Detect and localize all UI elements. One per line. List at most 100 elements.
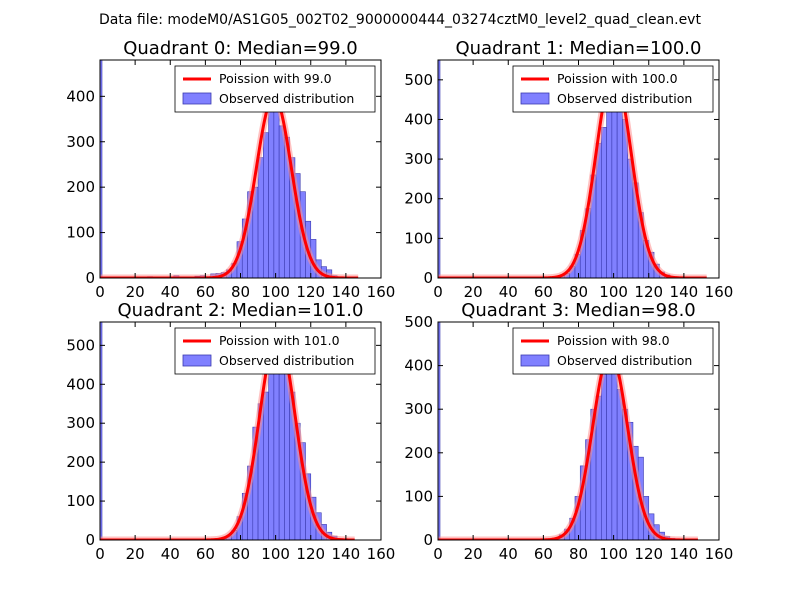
legend-bar-swatch (182, 354, 212, 367)
y-tick-label: 300 (404, 400, 433, 418)
x-tick-label: 20 (126, 545, 145, 563)
x-tick-label: 160 (367, 283, 396, 301)
legend: Poission with 98.0 Observed distribution (512, 327, 714, 375)
x-tick-label: 0 (95, 545, 105, 563)
x-tick-label: 20 (126, 283, 145, 301)
fit-line-halo (438, 349, 701, 540)
legend: Poission with 99.0 Observed distribution (174, 65, 376, 113)
histogram-bar (606, 91, 613, 278)
legend-bar-swatch (520, 92, 550, 105)
panel-quadrant-0: Quadrant 0: Median=99.0 0 20 40 60 80 100 120 14… (66, 38, 395, 301)
legend: Poission with 100.0 Observed distribution (512, 65, 714, 113)
y-tick-label: 0 (423, 269, 433, 287)
legend-line-label: Poission with 100.0 (557, 71, 678, 86)
histogram-bar (268, 364, 275, 540)
y-tick-label: 400 (404, 357, 433, 375)
panel-title: Quadrant 1: Median=100.0 (456, 38, 702, 59)
legend-bar-label: Observed distribution (557, 353, 692, 368)
plot-area (100, 60, 361, 278)
y-tick-label: 400 (66, 87, 95, 105)
plot-area (438, 322, 701, 540)
x-tick-label: 140 (670, 283, 699, 301)
y-tick-label: 0 (423, 531, 433, 549)
legend: Poission with 101.0 Observed distribution (174, 327, 376, 375)
x-tick-label: 120 (634, 283, 663, 301)
x-tick-label: 40 (161, 283, 180, 301)
x-tick-label: 80 (231, 283, 250, 301)
y-tick-label: 400 (66, 375, 95, 393)
x-tick-label: 40 (499, 283, 518, 301)
panel-title: Quadrant 0: Median=99.0 (123, 38, 358, 59)
x-tick-label: 120 (296, 283, 325, 301)
legend-line-label: Poission with 98.0 (557, 333, 670, 348)
y-tick-label: 300 (66, 414, 95, 432)
x-tick-label: 100 (261, 545, 290, 563)
y-tick-label: 300 (404, 150, 433, 168)
legend-bar-label: Observed distribution (557, 91, 692, 106)
histogram-bar (611, 360, 618, 540)
x-tick-label: 160 (705, 283, 734, 301)
fit-line (438, 70, 708, 278)
x-tick-label: 0 (95, 283, 105, 301)
histogram-bar (263, 132, 269, 278)
x-tick-label: 80 (231, 545, 250, 563)
x-tick-label: 40 (161, 545, 180, 563)
panel-quadrant-3: Quadrant 3: Median=98.0 0 20 40 60 80 100 120 14… (404, 300, 733, 563)
x-tick-label: 80 (569, 283, 588, 301)
histogram-bar (278, 125, 285, 278)
x-tick-label: 160 (705, 545, 734, 563)
x-tick-label: 140 (670, 545, 699, 563)
histogram-bar (263, 391, 269, 540)
y-tick-label: 400 (404, 110, 433, 128)
y-tick-label: 100 (66, 492, 95, 510)
x-tick-label: 0 (433, 283, 443, 301)
y-tick-label: 200 (404, 444, 433, 462)
histogram-bar (438, 322, 441, 540)
x-tick-label: 0 (433, 545, 443, 563)
x-tick-label: 40 (499, 545, 518, 563)
histogram-bar (100, 60, 103, 278)
y-tick-label: 200 (404, 190, 433, 208)
x-tick-label: 100 (599, 545, 628, 563)
y-tick-label: 500 (66, 336, 95, 354)
panel-quadrant-1: Quadrant 1: Median=100.0 0 20 40 60 80 100 120 1… (404, 38, 733, 301)
legend-line-label: Poission with 101.0 (219, 333, 340, 348)
figure-title: Data file: modeM0/AS1G05_002T02_90000004… (99, 12, 701, 28)
y-tick-label: 300 (66, 133, 95, 151)
legend-line-label: Poission with 99.0 (219, 71, 332, 86)
y-tick-label: 0 (85, 531, 95, 549)
y-tick-label: 0 (85, 269, 95, 287)
panel-title: Quadrant 2: Median=101.0 (118, 300, 364, 321)
plot-area (438, 60, 710, 278)
y-tick-label: 100 (404, 487, 433, 505)
x-tick-label: 100 (599, 283, 628, 301)
x-tick-label: 20 (464, 283, 483, 301)
x-tick-label: 60 (534, 545, 553, 563)
histogram-bar (100, 322, 103, 540)
histogram-bar (616, 91, 623, 278)
legend-bar-label: Observed distribution (219, 91, 354, 106)
y-tick-label: 100 (404, 229, 433, 247)
fit-line-halo (100, 92, 361, 278)
plot-area (100, 322, 358, 540)
legend-bar-label: Observed distribution (219, 353, 354, 368)
x-tick-label: 100 (261, 283, 290, 301)
y-tick-label: 500 (404, 313, 433, 331)
histogram-bar (601, 127, 607, 278)
x-tick-label: 120 (634, 545, 663, 563)
x-tick-label: 20 (464, 545, 483, 563)
x-tick-label: 60 (196, 545, 215, 563)
x-tick-label: 140 (332, 545, 361, 563)
x-tick-label: 160 (367, 545, 396, 563)
histogram-bar (438, 60, 441, 278)
histogram-bar (257, 157, 264, 278)
histogram-bar (616, 389, 623, 540)
fit-line (100, 332, 356, 540)
legend-bar-swatch (520, 354, 550, 367)
fit-line (438, 351, 699, 540)
legend-bar-swatch (182, 92, 212, 105)
x-tick-label: 140 (332, 283, 361, 301)
panels: Quadrant 0: Median=99.0 0 20 40 60 80 100 120 14… (66, 38, 733, 563)
panel-title: Quadrant 3: Median=98.0 (461, 300, 696, 321)
